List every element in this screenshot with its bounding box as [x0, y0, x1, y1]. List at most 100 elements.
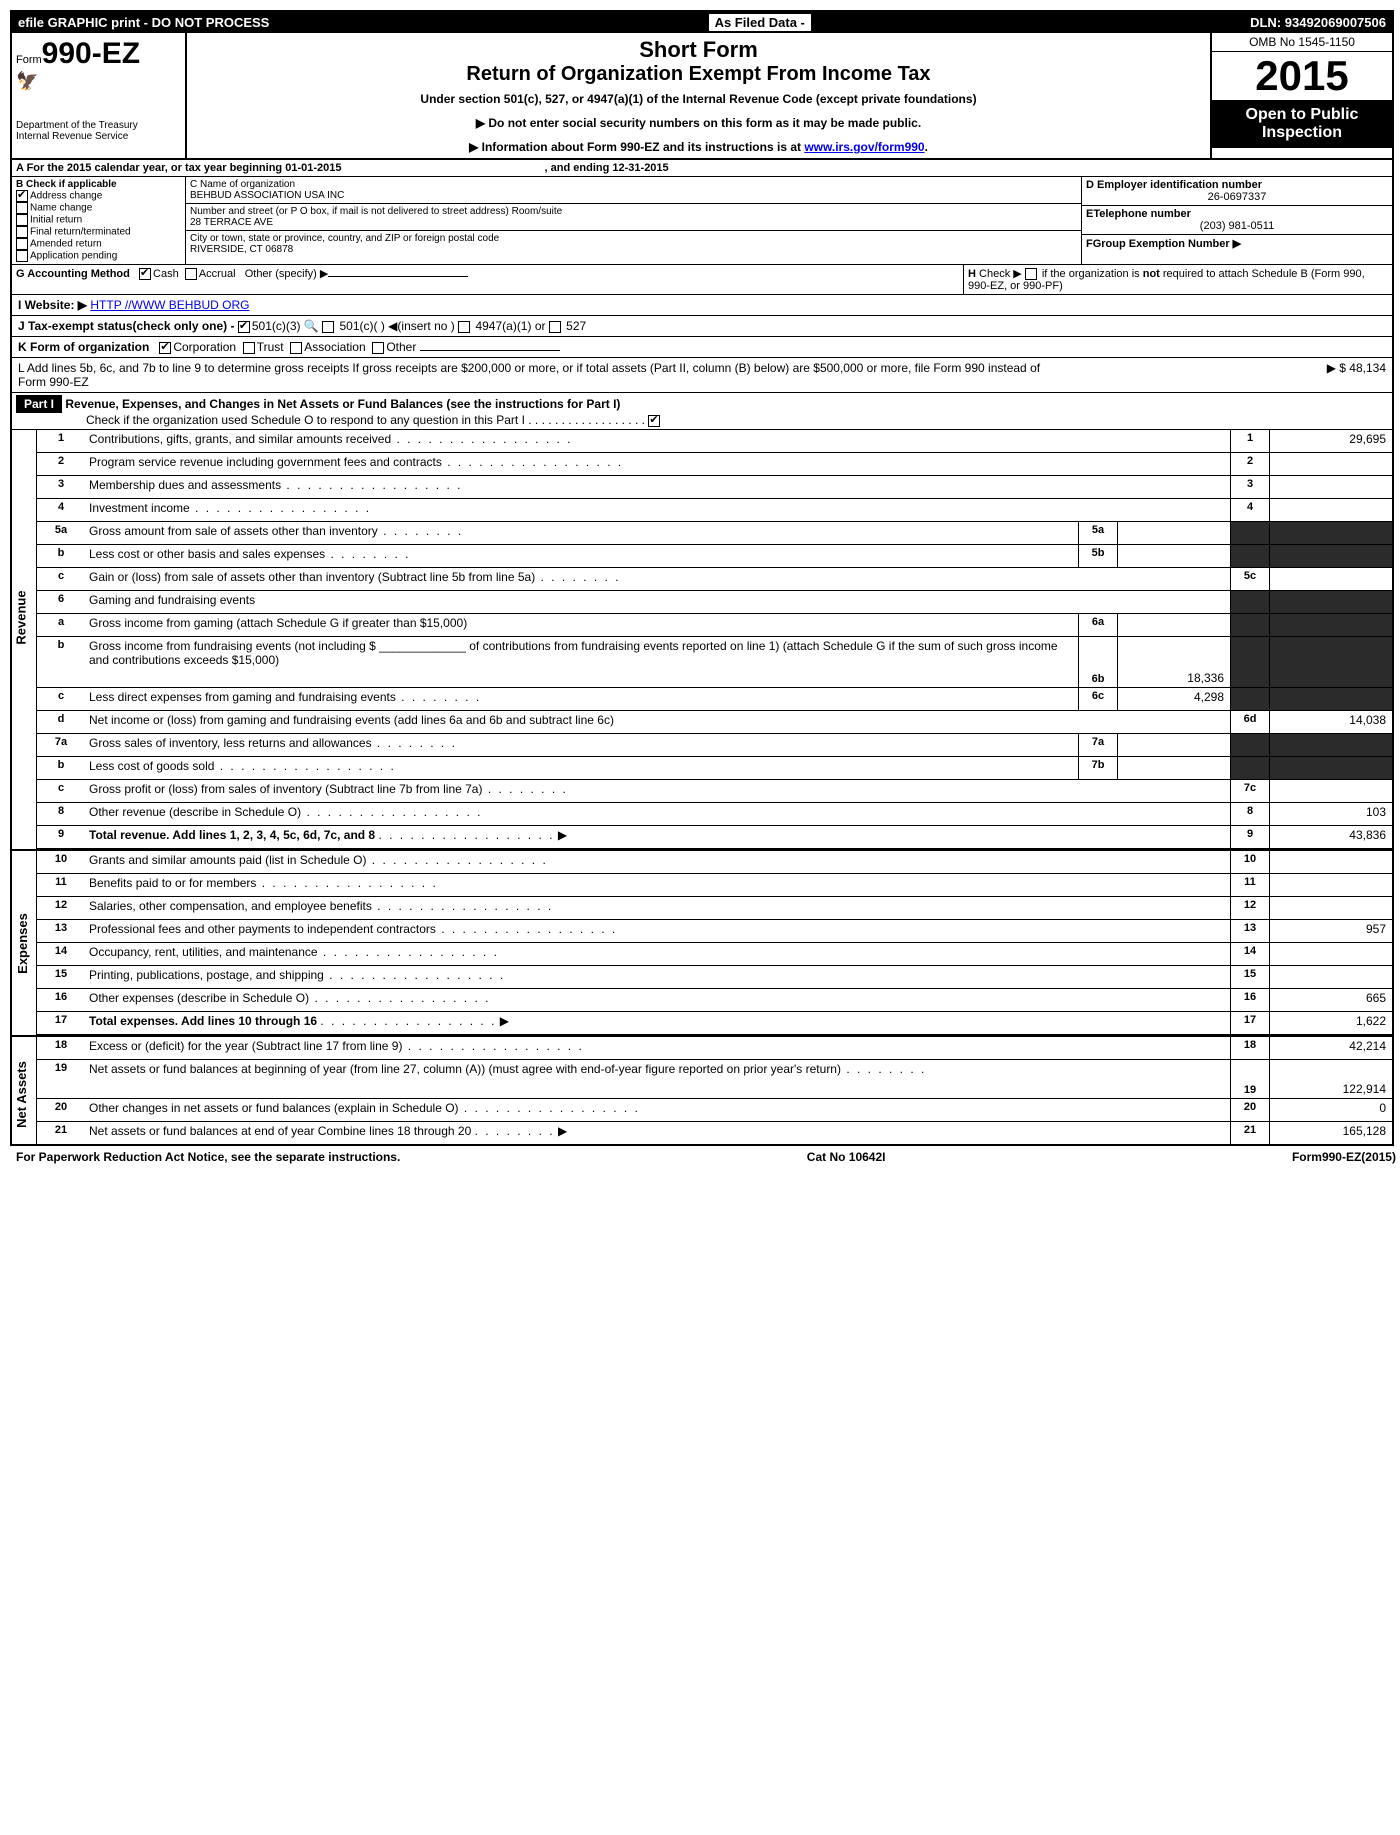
line-3-num: 3 [37, 476, 85, 498]
section-a-pre: A For the 2015 calendar year, or tax yea… [16, 162, 285, 174]
line-11-num: 11 [37, 874, 85, 896]
check-address-change[interactable]: Address change [16, 190, 181, 202]
line-12-num: 12 [37, 897, 85, 919]
header: Form990-EZ 🦅 Department of the Treasury … [12, 33, 1392, 160]
line-20-desc: Other changes in net assets or fund bala… [85, 1099, 1230, 1121]
line-17-num: 17 [37, 1012, 85, 1034]
j-501c3-label: 501(c)(3) [252, 319, 301, 333]
irs-link[interactable]: www.irs.gov/form990 [804, 140, 924, 154]
line-6-shade [1230, 591, 1269, 613]
line-5c-desc: Gain or (loss) from sale of assets other… [85, 568, 1230, 590]
j-501c-label: 501(c)( ) ◀(insert no ) [340, 319, 455, 333]
section-a: A For the 2015 calendar year, or tax yea… [12, 160, 1392, 177]
line-6d-num: d [37, 711, 85, 733]
j-501c3-checkbox[interactable] [238, 321, 250, 333]
line-7a-shade [1230, 734, 1269, 756]
line-6d-desc: Net income or (loss) from gaming and fun… [85, 711, 1230, 733]
line-15-desc: Printing, publications, postage, and shi… [85, 966, 1230, 988]
line-4-rnum: 4 [1230, 499, 1269, 521]
line-18-value: 42,214 [1269, 1037, 1392, 1059]
k-corp-checkbox[interactable] [159, 342, 171, 354]
line-5b-desc: Less cost or other basis and sales expen… [85, 545, 1078, 567]
line-7b-sv [1117, 757, 1230, 779]
line-14-num: 14 [37, 943, 85, 965]
line-13-rnum: 13 [1230, 920, 1269, 942]
part-i-title: Revenue, Expenses, and Changes in Net As… [65, 397, 620, 411]
side-label-expenses: Expenses [15, 913, 30, 974]
line-18-rnum: 18 [1230, 1037, 1269, 1059]
j-4947-checkbox[interactable] [458, 321, 470, 333]
line-2-num: 2 [37, 453, 85, 475]
sections-b-to-f: B Check if applicable Address change Nam… [12, 177, 1392, 265]
line-17-rnum: 17 [1230, 1012, 1269, 1034]
section-g-label: G Accounting Method [16, 268, 130, 280]
check-initial-return[interactable]: Initial return [16, 214, 181, 226]
form-990ez-page: efile GRAPHIC print - DO NOT PROCESS As … [10, 10, 1394, 1146]
arrow-line-2: ▶ Information about Form 990-EZ and its … [191, 140, 1206, 154]
part-i-schedule-o-checkbox[interactable] [648, 415, 660, 427]
topbar-left: efile GRAPHIC print - DO NOT PROCESS [18, 15, 269, 30]
sections-d-e-f: D Employer identification number 26-0697… [1081, 177, 1392, 264]
k-assoc-checkbox[interactable] [290, 342, 302, 354]
city-label: City or town, state or province, country… [190, 233, 1077, 244]
line-13-desc: Professional fees and other payments to … [85, 920, 1230, 942]
section-f-label: FGroup Exemption Number ▶ [1086, 237, 1388, 250]
j-527-label: 527 [566, 319, 586, 333]
j-501c-checkbox[interactable] [322, 321, 334, 333]
k-corp-label: Corporation [173, 340, 236, 354]
header-left: Form990-EZ 🦅 Department of the Treasury … [12, 33, 187, 158]
line-17-desc: Total expenses. Add lines 10 through 16 … [85, 1012, 1230, 1034]
line-13-value: 957 [1269, 920, 1392, 942]
short-form-title: Short Form [191, 37, 1206, 63]
line-1-value: 29,695 [1269, 430, 1392, 452]
line-5b-num: b [37, 545, 85, 567]
section-b: B Check if applicable Address change Nam… [12, 177, 186, 264]
section-l-text: L Add lines 5b, 6c, and 7b to line 9 to … [18, 361, 1068, 389]
line-6-num: 6 [37, 591, 85, 613]
line-6c-desc: Less direct expenses from gaming and fun… [85, 688, 1078, 710]
line-5a-sv [1117, 522, 1230, 544]
line-15-value [1269, 966, 1392, 988]
line-15-num: 15 [37, 966, 85, 988]
check-name-change[interactable]: Name change [16, 202, 181, 214]
line-5b-sv [1117, 545, 1230, 567]
line-3-desc: Membership dues and assessments [85, 476, 1230, 498]
k-trust-checkbox[interactable] [243, 342, 255, 354]
section-e-label: ETelephone number [1086, 208, 1388, 220]
header-right: OMB No 1545-1150 2015 Open to Public Ins… [1210, 33, 1392, 158]
part-i-check-text: Check if the organization used Schedule … [86, 413, 645, 427]
g-accrual-checkbox[interactable] [185, 268, 197, 280]
section-j-label: J Tax-exempt status(check only one) - [18, 319, 235, 333]
footer-right: Form990-EZ(2015) [1292, 1150, 1396, 1164]
k-other-checkbox[interactable] [372, 342, 384, 354]
line-7b-shade-v [1269, 757, 1392, 779]
line-5b-shade-v [1269, 545, 1392, 567]
line-7c-value [1269, 780, 1392, 802]
check-amended-return[interactable]: Amended return [16, 238, 181, 250]
j-527-checkbox[interactable] [549, 321, 561, 333]
line-1-desc: Contributions, gifts, grants, and simila… [85, 430, 1230, 452]
website-link[interactable]: HTTP //WWW BEHBUD ORG [90, 298, 249, 312]
line-20-value: 0 [1269, 1099, 1392, 1121]
check-final-return[interactable]: Final return/terminated [16, 226, 181, 238]
h-checkbox[interactable] [1025, 268, 1037, 280]
check-label-5: Application pending [30, 251, 117, 262]
footer-left: For Paperwork Reduction Act Notice, see … [16, 1150, 400, 1164]
part-i-header: Part I Revenue, Expenses, and Changes in… [12, 393, 1392, 430]
sections-g-h: G Accounting Method Cash Accrual Other (… [12, 265, 1392, 295]
footer-mid: Cat No 10642I [807, 1150, 886, 1164]
arrow-line-1: ▶ Do not enter social security numbers o… [191, 116, 1206, 130]
g-cash-checkbox[interactable] [139, 268, 151, 280]
line-21-value: 165,128 [1269, 1122, 1392, 1144]
j-4947-label: 4947(a)(1) or [475, 319, 545, 333]
line-16-rnum: 16 [1230, 989, 1269, 1011]
line-10-desc: Grants and similar amounts paid (list in… [85, 851, 1230, 873]
check-application-pending[interactable]: Application pending [16, 250, 181, 262]
line-19-num: 19 [37, 1060, 85, 1098]
line-6-shade-v [1269, 591, 1392, 613]
line-3-value [1269, 476, 1392, 498]
line-6b-desc: Gross income from fundraising events (no… [85, 637, 1078, 687]
line-19-desc: Net assets or fund balances at beginning… [85, 1060, 1230, 1098]
line-2-desc: Program service revenue including govern… [85, 453, 1230, 475]
line-7c-num: c [37, 780, 85, 802]
